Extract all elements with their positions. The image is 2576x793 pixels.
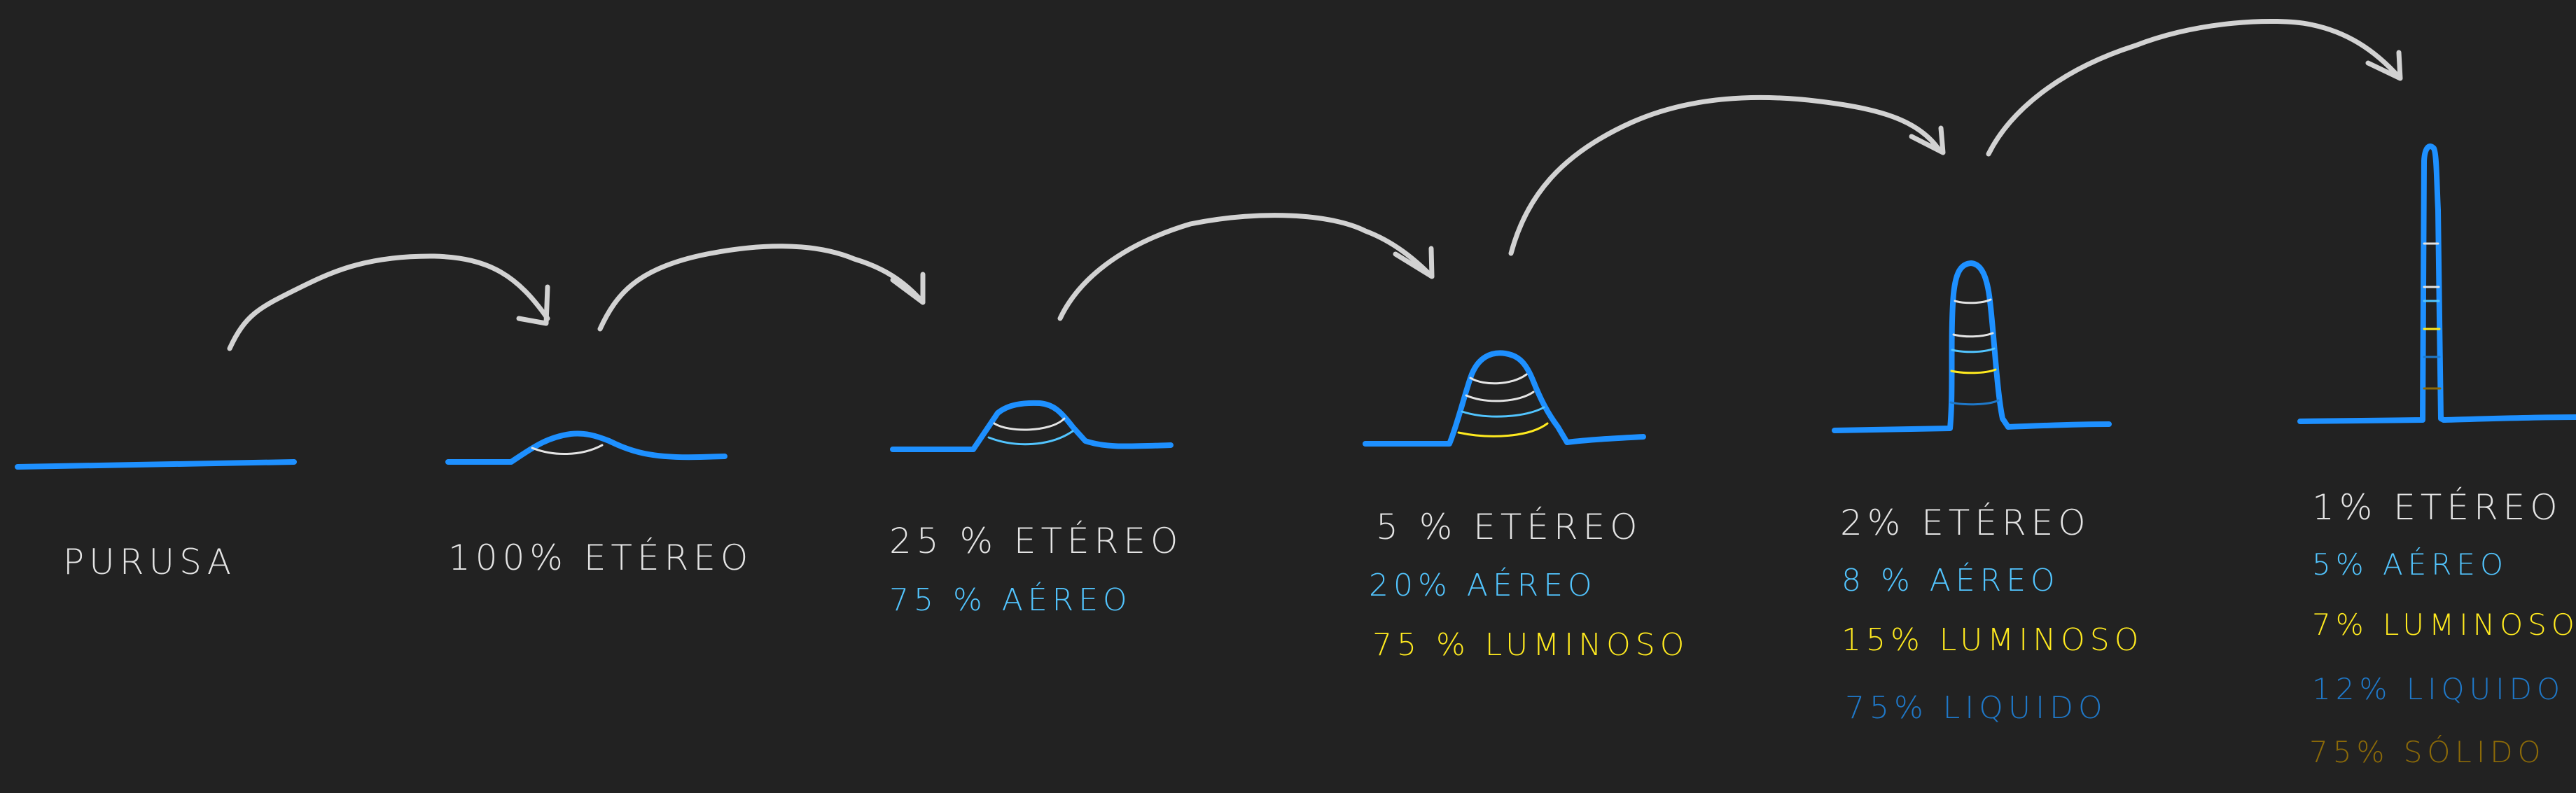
arrow-1-head xyxy=(516,284,550,326)
stage-6-label-etereo: 1% ETÉREO xyxy=(2312,487,2563,528)
stage-4-label-luminoso: 75 % LUMINOSO xyxy=(1372,627,1690,663)
stage-5-layer-aereo xyxy=(1951,347,1996,353)
stage-2-ground xyxy=(445,430,727,465)
stage-5-layer-etereo-2 xyxy=(1952,332,1994,338)
arrow-4-shaft xyxy=(1508,94,1942,256)
stage-6-label-liquido: 12% LIQUIDO xyxy=(2312,672,2565,706)
arrows xyxy=(227,18,2403,351)
stage-4-shape xyxy=(1363,350,1646,447)
stage-2-layer-etereo xyxy=(531,444,604,456)
stage-5-layer-etereo xyxy=(1954,298,1992,304)
arrow-3-head xyxy=(1393,246,1435,279)
stage-6-ground xyxy=(2297,143,2576,424)
stage-5-ground xyxy=(1832,260,2112,433)
stage-1-ground xyxy=(15,459,297,470)
stage-3-label-etereo: 25 % ETÉREO xyxy=(889,521,1183,561)
stage-5-layer-luminoso xyxy=(1950,368,1997,374)
stage-4-layer-aereo xyxy=(1461,406,1545,418)
stage-3-shape xyxy=(890,400,1174,452)
arrow-5 xyxy=(1986,18,2403,157)
stage-5-label-luminoso: 15% LUMINOSO xyxy=(1842,622,2144,658)
arrow-1 xyxy=(227,253,550,351)
stage-2-shape xyxy=(445,430,727,465)
stage-3-layer-aereo xyxy=(987,430,1074,446)
stage-4-label-etereo: 5 % ETÉREO xyxy=(1376,507,1643,547)
arrow-5-head xyxy=(2365,50,2403,81)
stage-6-label-aereo: 5% AÉREO xyxy=(2312,547,2509,582)
stage-4-label-aereo: 20% AÉREO xyxy=(1369,568,1597,603)
stage-6-label-solido: 75% SÓLIDO xyxy=(2309,735,2546,769)
arrow-3-shaft xyxy=(1057,213,1435,321)
stage-4-layer-luminoso xyxy=(1457,422,1549,437)
stage-5-label-aereo: 8 % AÉREO xyxy=(1842,563,2060,598)
stage-3-ground xyxy=(890,400,1174,452)
stage-6-shape xyxy=(2297,143,2576,424)
arrow-2-shaft xyxy=(597,244,926,332)
stage-4-ground xyxy=(1363,350,1646,447)
arrow-4-head xyxy=(1909,125,1946,155)
stage-5-label-liquido: 75% LIQUIDO xyxy=(1845,690,2108,726)
stage-3-layer-etereo xyxy=(993,417,1066,431)
arrow-2-head xyxy=(890,272,926,305)
stage-6-label-luminoso: 7% LUMINOSO xyxy=(2312,608,2576,642)
stage-5-layer-liquido xyxy=(1949,399,2000,406)
stage-4-layer-etereo xyxy=(1469,373,1528,385)
stage-1-label-purusa: PURUSA xyxy=(63,542,236,582)
arrow-4 xyxy=(1508,94,1946,256)
arrow-3 xyxy=(1057,213,1435,321)
arrow-1-shaft xyxy=(227,253,550,351)
arrow-2 xyxy=(597,244,926,332)
stage-2-label-etereo: 100% ETÉREO xyxy=(448,538,753,578)
stage-4-layer-etereo-2 xyxy=(1465,391,1535,402)
stage-3-label-aereo: 75 % AÉREO xyxy=(889,582,1132,618)
stage-1-shape xyxy=(15,459,297,470)
stage-5-label-etereo: 2% ETÉREO xyxy=(1840,503,2091,543)
stage-5-shape xyxy=(1832,260,2112,433)
arrow-5-shaft xyxy=(1986,18,2402,157)
